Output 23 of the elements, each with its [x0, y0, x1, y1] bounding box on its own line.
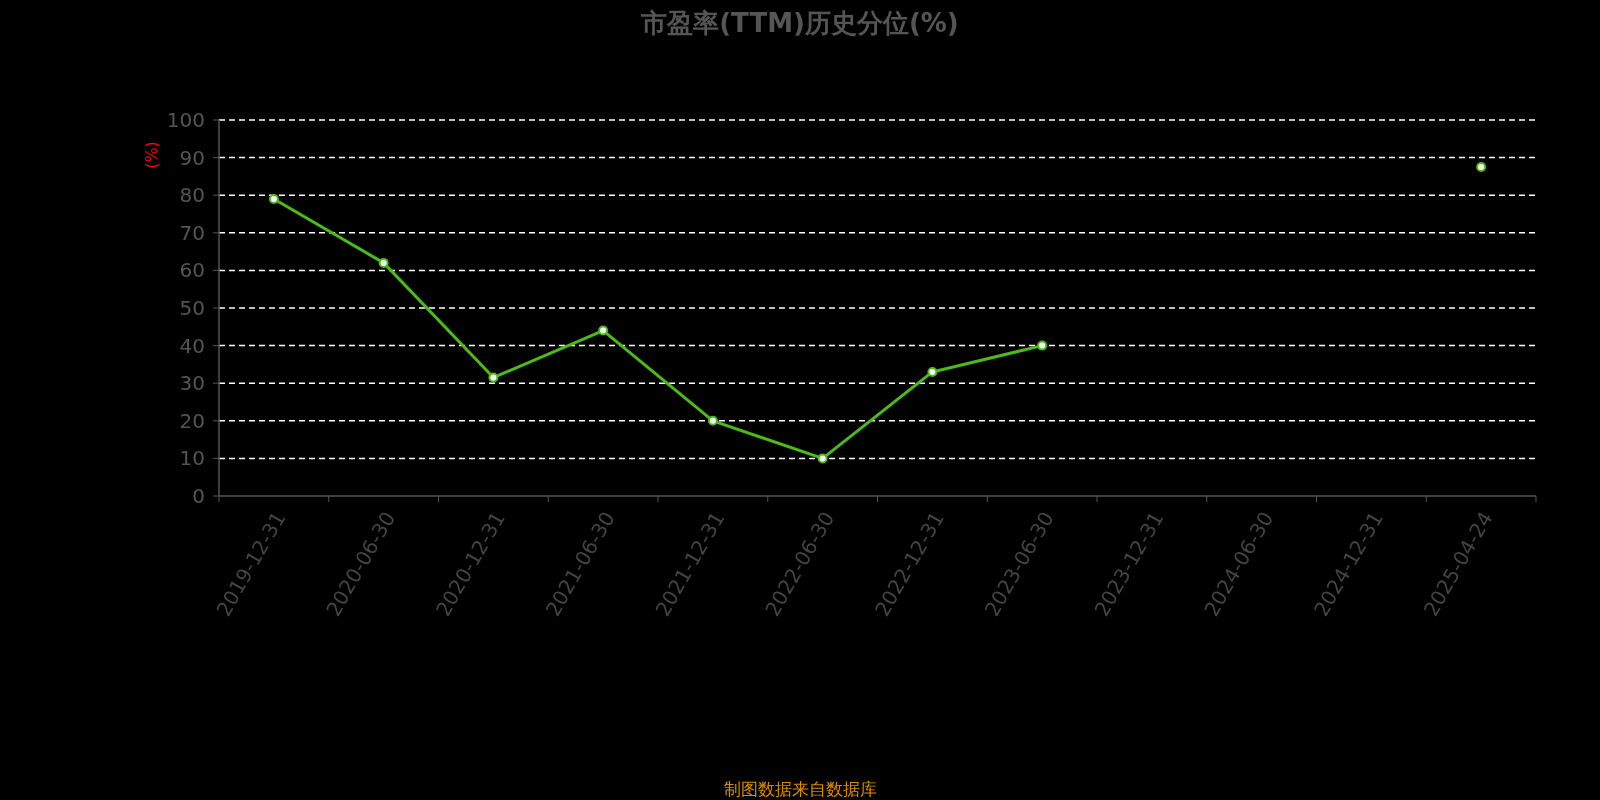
point: [378, 257, 389, 268]
y-tick-label: 80: [179, 183, 205, 208]
y-tick-label: 0: [192, 484, 205, 508]
point: [488, 372, 499, 383]
text: 制图数据来自数据库: [723, 779, 877, 799]
y-tick-label: 100: [166, 108, 205, 132]
y-tick-label: 10: [179, 446, 205, 471]
point: [927, 366, 938, 377]
y-tick-label: 40: [179, 333, 205, 358]
y-tick-label: 20: [179, 408, 205, 433]
point: [1037, 340, 1048, 351]
y-axis-title: (%): [142, 141, 161, 169]
y-tick-label: 90: [179, 145, 205, 170]
point: [817, 453, 828, 464]
y-tick-label: 70: [179, 220, 205, 245]
point: [1476, 162, 1487, 172]
y-tick-label: 50: [179, 296, 205, 320]
y-tick-label: 30: [179, 371, 205, 396]
chart-title: 市盈率(TTM)历史分位(%): [640, 8, 959, 38]
point: [707, 415, 718, 426]
point: [268, 193, 279, 204]
y-tick-label: 60: [179, 258, 205, 283]
point: [598, 325, 609, 336]
